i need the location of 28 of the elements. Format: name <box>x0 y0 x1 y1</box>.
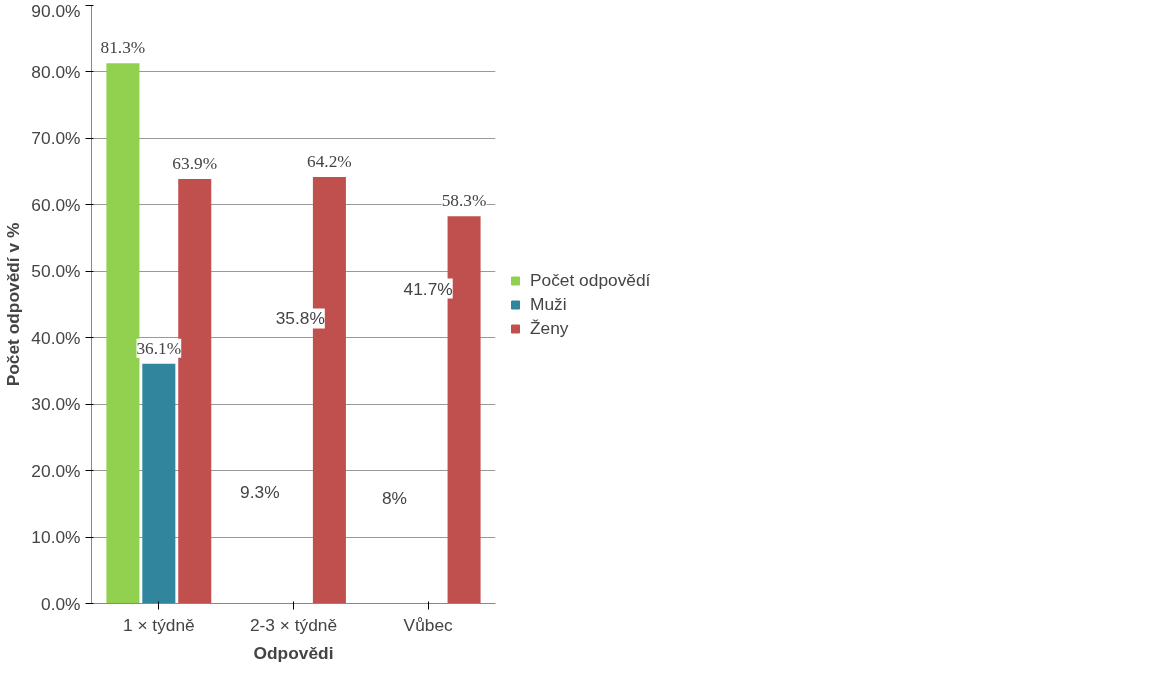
y-tick-label: 10.0% <box>31 527 81 548</box>
y-tick-label: 70.0% <box>31 128 81 149</box>
y-tick-label: 20.0% <box>31 460 81 481</box>
y-tick-label: 40.0% <box>31 327 81 348</box>
legend-label: Muži <box>530 293 567 315</box>
annotation: 8% <box>381 487 408 508</box>
y-tick-label: 0.0% <box>41 593 81 614</box>
annotation: 41.7% <box>403 278 453 299</box>
annotation: 35.8% <box>275 308 325 329</box>
bar <box>142 363 176 604</box>
annotation: 9.3% <box>240 481 280 502</box>
legend-label: Ženy <box>530 317 569 339</box>
y-tick-label: 90.0% <box>31 0 81 21</box>
y-tick-label: 80.0% <box>31 61 81 82</box>
data-label: 81.3% <box>100 38 146 58</box>
x-axis-title: Odpovědi <box>253 642 334 663</box>
data-label: 58.3% <box>441 191 487 211</box>
data-label: 36.1% <box>136 338 182 358</box>
legend-label: Počet odpovědí <box>530 269 651 291</box>
y-tick-label: 60.0% <box>31 194 81 215</box>
x-tick-label: Vůbec <box>403 614 454 635</box>
y-axis-title: Počet odpovědí v % <box>3 222 24 387</box>
x-tick-label: 2-3 × týdně <box>249 614 338 635</box>
y-tick-label: 30.0% <box>31 394 81 415</box>
y-tick-label: 50.0% <box>31 261 81 282</box>
x-tick-label: 1 × týdně <box>122 614 195 635</box>
data-label: 64.2% <box>307 151 352 171</box>
data-label: 63.9% <box>172 153 218 173</box>
